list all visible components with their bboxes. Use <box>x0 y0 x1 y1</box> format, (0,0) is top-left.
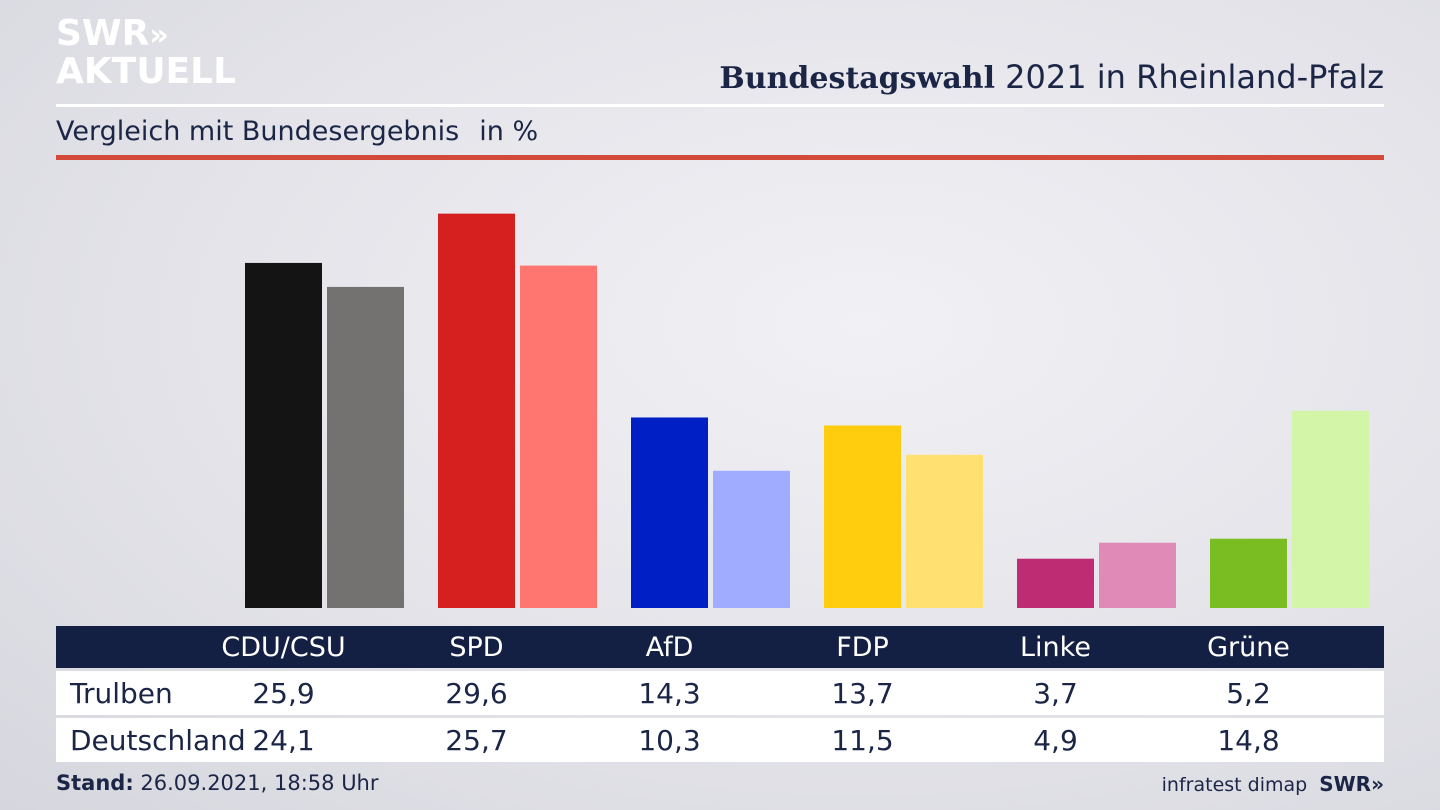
unit-label: in % <box>479 116 539 147</box>
row-label-national: Deutschland <box>70 723 246 757</box>
stand-value: 26.09.2021, 18:58 Uhr <box>140 771 379 795</box>
bar-fdp-national <box>906 454 983 608</box>
logo-aktuell-text: AKTUELL <box>56 51 237 92</box>
value-cell-linke: 4,9 <box>1033 723 1078 757</box>
value-cell-spd: 25,7 <box>445 723 508 757</box>
bar-afd-national <box>713 470 790 608</box>
title-rest: 2021 in Rheinland-Pfalz <box>1005 58 1384 96</box>
value-cell-cdu-csu: 25,9 <box>252 676 315 710</box>
value-cell-fdp: 13,7 <box>831 676 894 710</box>
column-header-spd: SPD <box>449 631 504 663</box>
swr-aktuell-logo: SWR» AKTUELL <box>56 16 236 90</box>
table-row-local: Trulben 25,9 29,6 14,3 13,7 3,7 5,2 <box>56 671 1384 715</box>
value-cell-cdu-csu: 24,1 <box>252 723 315 757</box>
bar-linke-national <box>1099 542 1176 608</box>
column-header-gr-ne: Grüne <box>1207 631 1290 663</box>
bar-afd-local <box>631 417 708 608</box>
subtitle-text: Vergleich mit Bundesergebnis <box>56 116 460 147</box>
value-cell-afd: 10,3 <box>638 723 701 757</box>
chart-subtitle: Vergleich mit Bundesergebnis in % <box>56 116 538 147</box>
bar-spd-national <box>520 265 597 608</box>
bar-spd-local <box>438 213 515 608</box>
value-cell-fdp: 11,5 <box>831 723 894 757</box>
bar-gr-ne-national <box>1292 410 1369 608</box>
value-cell-afd: 14,3 <box>638 676 701 710</box>
logo-arrows-icon: » <box>149 18 169 53</box>
value-cell-gr-ne: 5,2 <box>1226 676 1271 710</box>
bar-cdu-csu-national <box>327 286 404 608</box>
page-title: Bundestagswahl 2021 in Rheinland-Pfalz <box>719 58 1384 96</box>
source-label: infratest dimap <box>1161 774 1308 796</box>
bar-gr-ne-local <box>1210 538 1287 608</box>
value-cell-spd: 29,6 <box>445 676 508 710</box>
column-header-fdp: FDP <box>836 631 889 663</box>
bar-linke-local <box>1017 558 1094 608</box>
title-bold: Bundestagswahl <box>719 61 995 96</box>
column-header-cdu-csu: CDU/CSU <box>221 631 346 663</box>
bar-cdu-csu-local <box>245 262 322 608</box>
bar-chart <box>245 213 1369 608</box>
value-cell-gr-ne: 14,8 <box>1217 723 1280 757</box>
timestamp: Stand: 26.09.2021, 18:58 Uhr <box>56 771 379 795</box>
row-label-local: Trulben <box>70 676 173 710</box>
table-header: CDU/CSU SPD AfD FDP Linke Grüne <box>56 626 1384 668</box>
results-table: CDU/CSU SPD AfD FDP Linke Grüne Trulben 25,9 2… <box>56 626 1384 762</box>
table-row-national: Deutschland 24,1 25,7 10,3 11,5 4,9 14,8 <box>56 718 1384 762</box>
bar-fdp-local <box>824 425 901 608</box>
accent-divider <box>56 155 1384 160</box>
header-divider <box>56 104 1384 107</box>
stand-label: Stand: <box>56 771 134 795</box>
column-header-afd: AfD <box>645 631 694 663</box>
logo-swr-text: SWR <box>56 13 150 54</box>
swr-logo-small: SWR» <box>1319 772 1384 796</box>
value-cell-linke: 3,7 <box>1033 676 1078 710</box>
column-header-linke: Linke <box>1020 631 1091 663</box>
source-credit: infratest dimap SWR» <box>1162 772 1384 796</box>
